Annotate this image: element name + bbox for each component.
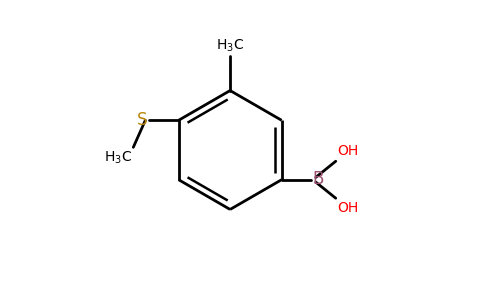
Text: OH: OH	[337, 144, 359, 158]
Text: H$_3$C: H$_3$C	[104, 150, 132, 166]
Text: S: S	[137, 111, 148, 129]
Text: H$_3$C: H$_3$C	[216, 38, 244, 54]
Text: OH: OH	[337, 201, 359, 215]
Text: B: B	[313, 170, 324, 188]
